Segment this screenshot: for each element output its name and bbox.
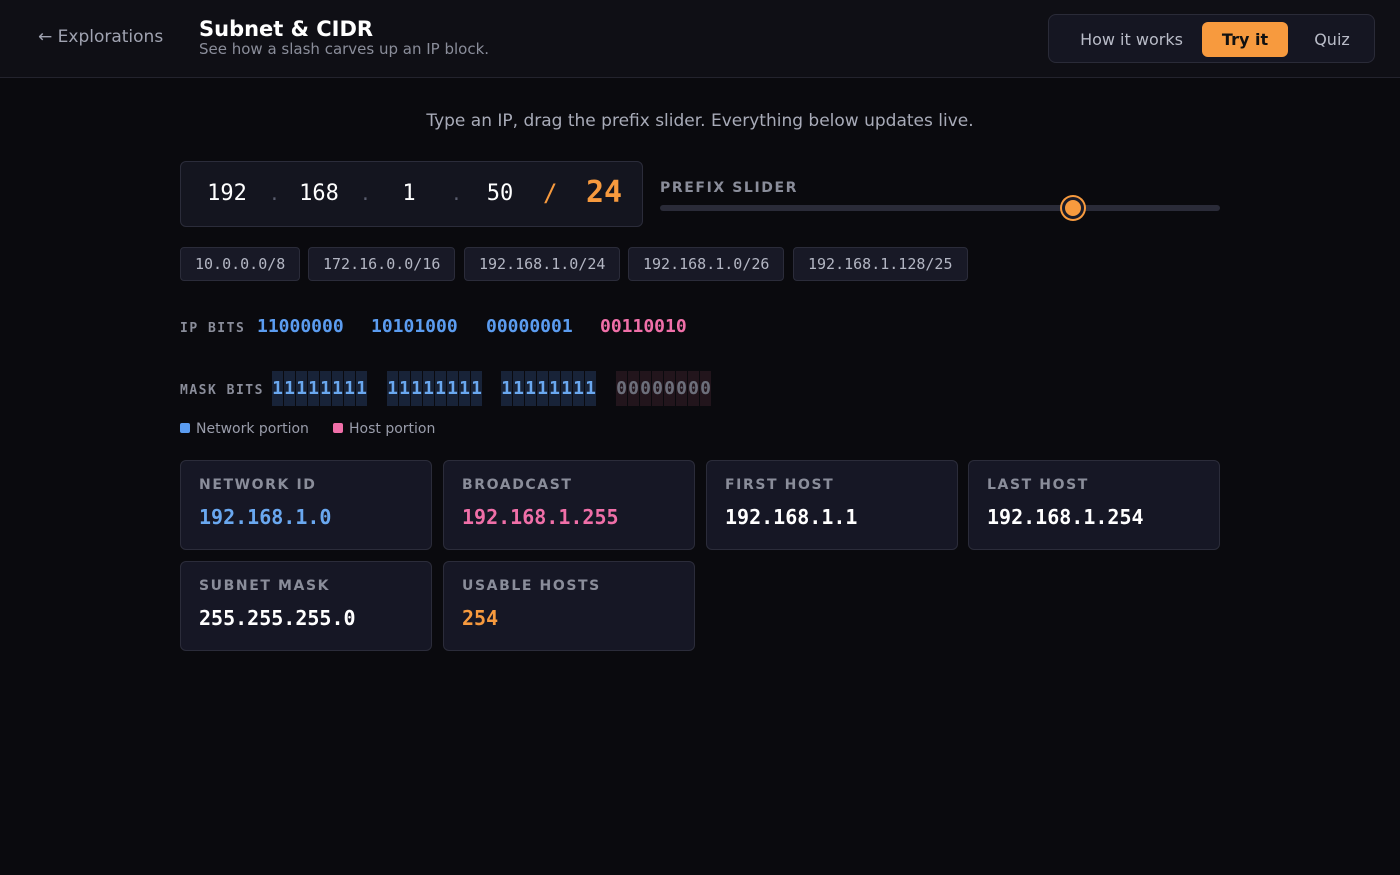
result-card-subnet-mask: SUBNET MASK 255.255.255.0 bbox=[180, 561, 432, 651]
card-label: FIRST HOST bbox=[725, 477, 835, 493]
page-subtitle: See how a slash carves up an IP block. bbox=[199, 40, 490, 58]
mask-bit: 1 bbox=[272, 371, 283, 406]
mask-bit: 1 bbox=[356, 371, 367, 406]
mask-bit: 1 bbox=[344, 371, 355, 406]
mask-bit: 1 bbox=[296, 371, 307, 406]
mask-bit: 0 bbox=[616, 371, 627, 406]
legend-network: Network portion bbox=[180, 421, 309, 437]
preset-button[interactable]: 192.168.1.128/25 bbox=[793, 247, 968, 281]
result-card-first-host: FIRST HOST 192.168.1.1 bbox=[706, 460, 958, 550]
mask-bit: 1 bbox=[387, 371, 398, 406]
mask-bit: 1 bbox=[284, 371, 295, 406]
usable-hosts-value: 254 bbox=[462, 606, 499, 630]
mask-bit: 0 bbox=[676, 371, 687, 406]
cidr-slash: / bbox=[543, 179, 558, 207]
top-bar: ← Explorations Subnet & CIDR See how a s… bbox=[0, 0, 1400, 78]
page-title: Subnet & CIDR bbox=[199, 17, 374, 41]
mask-bit: 1 bbox=[399, 371, 410, 406]
mask-bit: 1 bbox=[585, 371, 596, 406]
legend-host-label: Host portion bbox=[349, 421, 436, 437]
card-label: BROADCAST bbox=[462, 477, 573, 493]
instructions-text: Type an IP, drag the prefix slider. Ever… bbox=[426, 111, 974, 131]
tab-quiz[interactable]: Quiz bbox=[1314, 30, 1350, 49]
mask-bit: 1 bbox=[459, 371, 470, 406]
subnet-mask-value: 255.255.255.0 bbox=[199, 606, 356, 630]
tab-try-it[interactable]: Try it bbox=[1202, 22, 1288, 57]
octet-separator: . bbox=[269, 184, 280, 205]
ip-octet-3-input[interactable]: 1 bbox=[402, 181, 416, 206]
network-swatch-icon bbox=[180, 423, 190, 433]
prefix-slider-thumb[interactable] bbox=[1062, 197, 1084, 219]
prefix-length-value: 24 bbox=[586, 175, 623, 210]
ip-bits-octet: 00110010 bbox=[600, 316, 687, 337]
network-id-value: 192.168.1.0 bbox=[199, 505, 332, 529]
mask-bit: 1 bbox=[537, 371, 548, 406]
back-to-explorations-link[interactable]: ← Explorations bbox=[38, 27, 164, 47]
ip-bits-octet: 11000000 bbox=[257, 316, 344, 337]
prefix-slider-label: PREFIX SLIDER bbox=[660, 180, 799, 196]
broadcast-value: 192.168.1.255 bbox=[462, 505, 619, 529]
prefix-slider-track[interactable] bbox=[660, 205, 1220, 211]
ip-octet-4-input[interactable]: 50 bbox=[486, 181, 514, 206]
octet-separator: . bbox=[451, 184, 462, 205]
mask-bit: 1 bbox=[308, 371, 319, 406]
mask-bit: 0 bbox=[628, 371, 639, 406]
result-card-last-host: LAST HOST 192.168.1.254 bbox=[968, 460, 1220, 550]
mask-bit: 1 bbox=[435, 371, 446, 406]
mask-bits-label: MASK BITS bbox=[180, 383, 264, 398]
preset-button[interactable]: 192.168.1.0/26 bbox=[628, 247, 785, 281]
ip-octet-1-input[interactable]: 192 bbox=[207, 181, 247, 206]
result-card-usable-hosts: USABLE HOSTS 254 bbox=[443, 561, 695, 651]
ip-bits-octet: 10101000 bbox=[371, 316, 458, 337]
ip-address-input-group: 192 . 168 . 1 . 50 / 24 bbox=[180, 161, 643, 227]
mask-bit: 1 bbox=[525, 371, 536, 406]
mask-bit: 1 bbox=[471, 371, 482, 406]
ip-octet-2-input[interactable]: 168 bbox=[299, 181, 339, 206]
legend-network-label: Network portion bbox=[196, 421, 309, 437]
mask-bit: 1 bbox=[573, 371, 584, 406]
mask-bit: 1 bbox=[501, 371, 512, 406]
preset-button[interactable]: 172.16.0.0/16 bbox=[308, 247, 456, 281]
card-label: NETWORK ID bbox=[199, 477, 317, 493]
host-swatch-icon bbox=[333, 423, 343, 433]
ip-bits-label: IP BITS bbox=[180, 321, 246, 336]
mask-bit: 0 bbox=[700, 371, 711, 406]
title-block: Subnet & CIDR See how a slash carves up … bbox=[199, 17, 489, 58]
card-label: USABLE HOSTS bbox=[462, 578, 601, 594]
view-tabs: How it works Try it Quiz bbox=[1048, 14, 1375, 63]
legend-host: Host portion bbox=[333, 421, 435, 437]
mask-bit: 1 bbox=[561, 371, 572, 406]
mask-bit: 1 bbox=[332, 371, 343, 406]
ip-bits-octet: 00000001 bbox=[486, 316, 573, 337]
mask-bit: 0 bbox=[688, 371, 699, 406]
mask-bit: 1 bbox=[320, 371, 331, 406]
result-card-broadcast: BROADCAST 192.168.1.255 bbox=[443, 460, 695, 550]
mask-bit: 0 bbox=[640, 371, 651, 406]
result-card-network-id: NETWORK ID 192.168.1.0 bbox=[180, 460, 432, 550]
mask-bit: 0 bbox=[664, 371, 675, 406]
mask-bit: 0 bbox=[652, 371, 663, 406]
tab-how-it-works[interactable]: How it works bbox=[1080, 30, 1183, 49]
mask-bit: 1 bbox=[423, 371, 434, 406]
octet-separator: . bbox=[360, 184, 371, 205]
preset-button[interactable]: 192.168.1.0/24 bbox=[464, 247, 621, 281]
last-host-value: 192.168.1.254 bbox=[987, 505, 1144, 529]
mask-bit: 1 bbox=[447, 371, 458, 406]
first-host-value: 192.168.1.1 bbox=[725, 505, 858, 529]
mask-bit: 1 bbox=[513, 371, 524, 406]
mask-bit: 1 bbox=[411, 371, 422, 406]
card-label: SUBNET MASK bbox=[199, 578, 331, 594]
card-label: LAST HOST bbox=[987, 477, 1089, 493]
preset-button[interactable]: 10.0.0.0/8 bbox=[180, 247, 301, 281]
mask-bit: 1 bbox=[549, 371, 560, 406]
